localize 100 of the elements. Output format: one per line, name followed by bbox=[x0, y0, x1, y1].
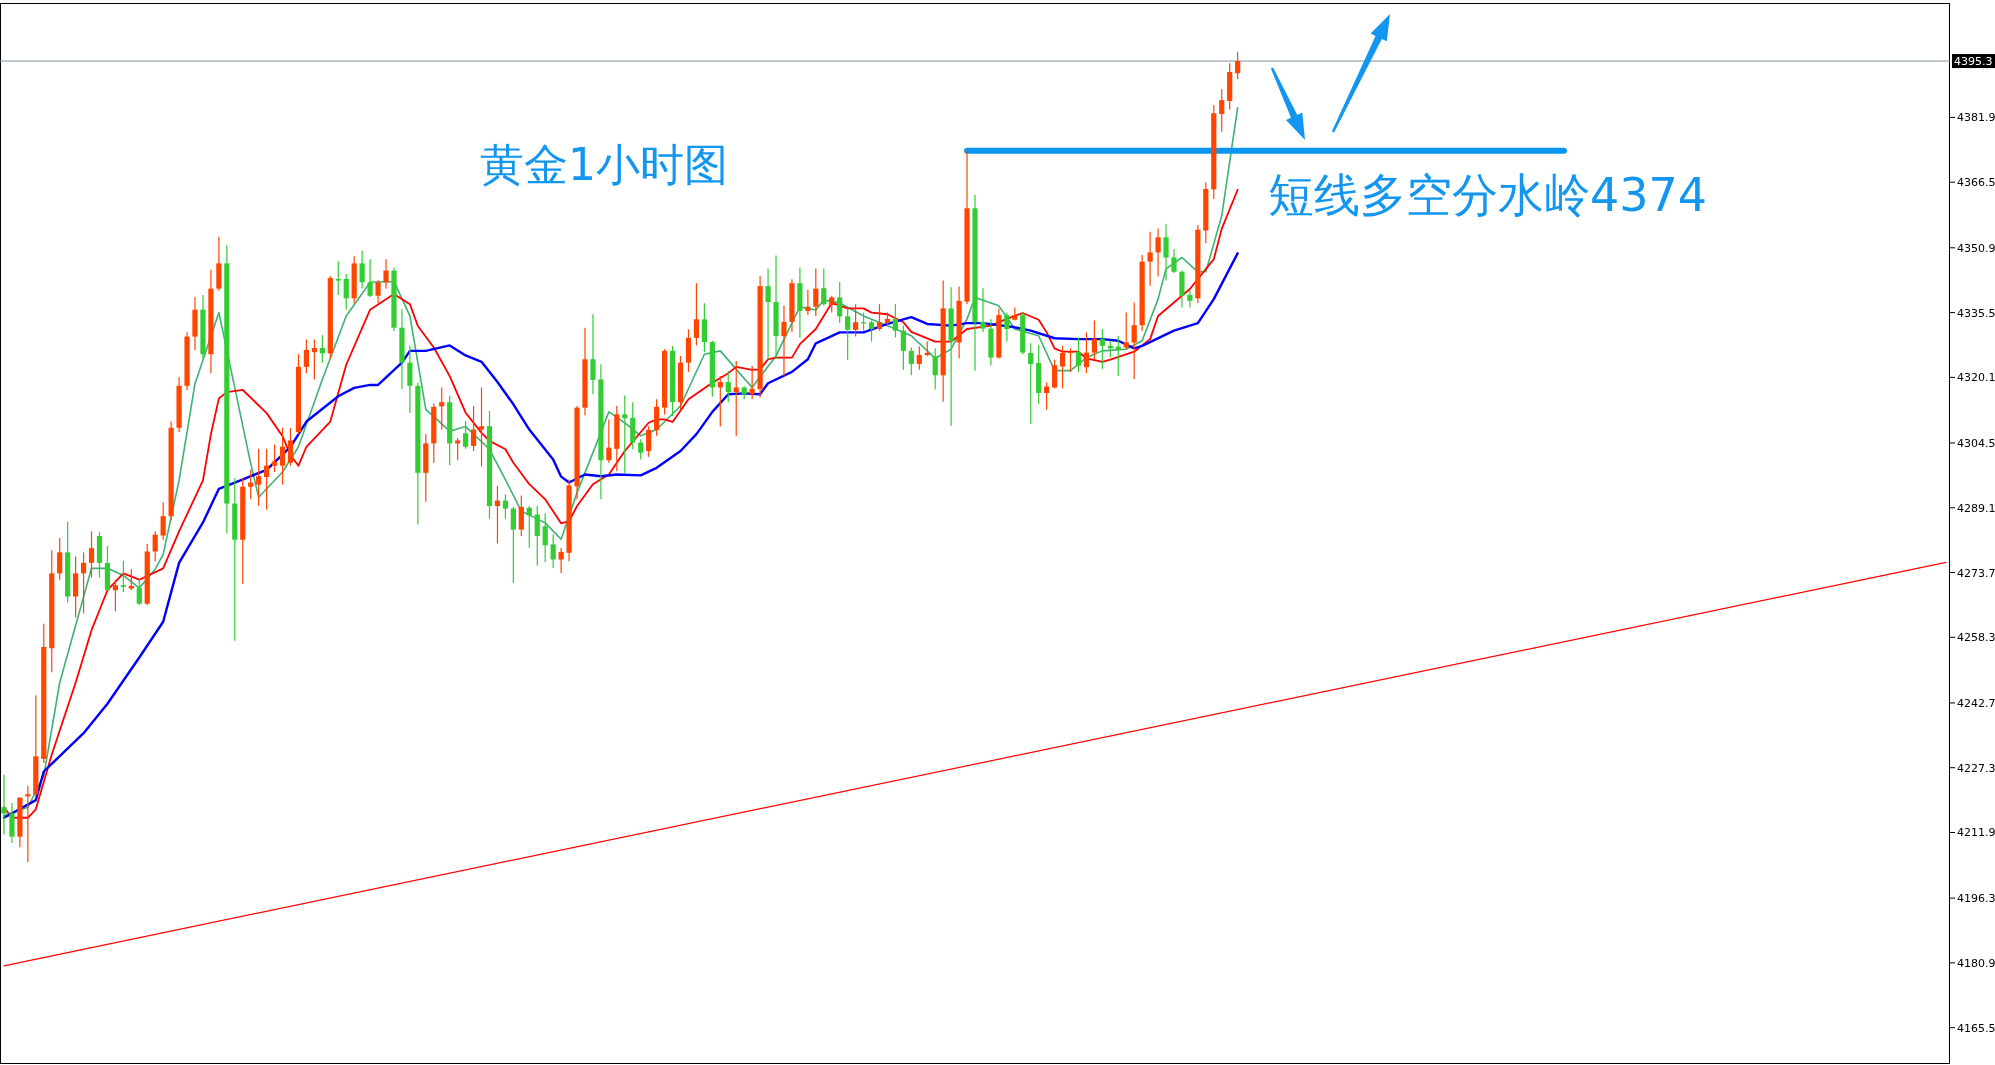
candlestick bbox=[590, 313, 596, 395]
candlestick bbox=[1091, 319, 1097, 360]
candlestick bbox=[152, 530, 158, 563]
candlestick bbox=[1, 774, 7, 836]
ref-line-label: 4395.3 bbox=[1954, 55, 1993, 69]
candlestick bbox=[478, 386, 485, 468]
candlestick bbox=[57, 537, 63, 581]
candlestick bbox=[526, 505, 532, 549]
candlestick bbox=[1083, 331, 1090, 374]
candlestick bbox=[303, 338, 310, 374]
candlestick bbox=[375, 279, 381, 304]
candlestick bbox=[1099, 328, 1105, 370]
candlestick bbox=[1131, 301, 1137, 380]
y-tick-label: 4165.5 bbox=[1957, 1021, 1995, 1035]
candlestick bbox=[80, 551, 87, 614]
candlestick bbox=[248, 469, 254, 500]
candlestick bbox=[25, 785, 31, 863]
candlestick bbox=[558, 547, 564, 574]
candlestick bbox=[1163, 223, 1169, 282]
candlestick bbox=[518, 494, 524, 537]
candlestick bbox=[73, 555, 79, 619]
candlestick bbox=[725, 370, 731, 403]
y-tick-label: 4242.7 bbox=[1957, 696, 1995, 710]
y-tick-label: 4335.5 bbox=[1957, 306, 1995, 320]
y-tick-label: 4258.3 bbox=[1957, 631, 1995, 645]
candlestick bbox=[1235, 51, 1241, 80]
candlestick bbox=[622, 394, 628, 474]
candlestick bbox=[693, 282, 700, 346]
candlestick bbox=[367, 258, 373, 298]
candlestick bbox=[160, 501, 166, 541]
candlestick bbox=[534, 505, 540, 566]
candlestick bbox=[980, 287, 986, 333]
y-tick-label: 4350.9 bbox=[1957, 241, 1995, 255]
candlestick bbox=[287, 427, 294, 467]
y-tick-label: 4304.5 bbox=[1957, 436, 1995, 450]
annotation: 短线多空分水岭4374 bbox=[1268, 167, 1708, 222]
y-tick-label: 4381.9 bbox=[1957, 111, 1995, 125]
candlestick bbox=[638, 438, 644, 460]
candlestick bbox=[542, 512, 548, 563]
y-tick-label: 4180.9 bbox=[1957, 956, 1995, 970]
candlestick bbox=[136, 579, 142, 606]
candlestick bbox=[701, 302, 707, 353]
candlestick bbox=[916, 345, 922, 371]
candlestick bbox=[1075, 336, 1082, 373]
candlestick bbox=[1155, 227, 1161, 278]
candlestick bbox=[853, 303, 859, 338]
candlestick bbox=[900, 325, 906, 371]
candlestick bbox=[112, 579, 119, 612]
candlestick bbox=[733, 360, 739, 437]
candlestick bbox=[359, 250, 365, 290]
candlestick bbox=[1171, 248, 1177, 274]
candlestick bbox=[502, 493, 509, 520]
candlestick bbox=[868, 319, 875, 343]
candlestick bbox=[9, 802, 15, 844]
candlestick bbox=[805, 289, 811, 316]
candlestick bbox=[932, 347, 938, 391]
candlestick bbox=[335, 260, 341, 296]
candlestick bbox=[463, 420, 469, 450]
candlestick bbox=[765, 267, 771, 360]
candlestick bbox=[1028, 342, 1034, 425]
text: 黄金1小时图 bbox=[480, 139, 728, 190]
y-tick-label: 4196.3 bbox=[1957, 892, 1995, 906]
candlestick bbox=[343, 273, 349, 311]
candlestick bbox=[1004, 311, 1010, 343]
candlestick bbox=[383, 258, 389, 290]
candlestick bbox=[550, 533, 556, 569]
candlestick bbox=[1179, 269, 1185, 309]
candlestick bbox=[264, 448, 270, 511]
candlestick bbox=[120, 560, 126, 593]
candlestick bbox=[1115, 335, 1121, 377]
y-tick-label: 4211.9 bbox=[1957, 826, 1995, 840]
candlestick bbox=[892, 303, 899, 338]
candlestick bbox=[128, 568, 134, 591]
candlestick bbox=[606, 418, 612, 464]
candlestick bbox=[876, 303, 883, 332]
candlestick bbox=[510, 506, 516, 584]
candlestick bbox=[1219, 88, 1225, 133]
candlestick bbox=[1123, 311, 1129, 350]
candlestick bbox=[837, 281, 843, 324]
candlestick bbox=[781, 304, 787, 377]
candlestick bbox=[311, 338, 317, 381]
y-tick-label: 4320.1 bbox=[1957, 371, 1995, 385]
candlestick bbox=[455, 437, 461, 461]
y-tick-label: 4289.1 bbox=[1957, 501, 1995, 515]
candlestick bbox=[1044, 381, 1050, 411]
candlestick bbox=[88, 530, 95, 579]
candlestick bbox=[1147, 231, 1153, 287]
y-tick-label: 4227.3 bbox=[1957, 761, 1995, 775]
y-tick-label: 4273.7 bbox=[1957, 566, 1995, 580]
candlestick bbox=[256, 448, 262, 507]
candlestick bbox=[407, 345, 413, 414]
candlestick bbox=[908, 346, 914, 376]
candlestick bbox=[813, 267, 819, 317]
candlestick bbox=[279, 427, 286, 486]
candlestick bbox=[1059, 345, 1066, 389]
candlestick bbox=[1187, 290, 1193, 309]
candlestick bbox=[654, 398, 660, 437]
candlestick bbox=[646, 425, 652, 458]
candlestick bbox=[845, 306, 851, 361]
candlestick bbox=[470, 405, 477, 452]
